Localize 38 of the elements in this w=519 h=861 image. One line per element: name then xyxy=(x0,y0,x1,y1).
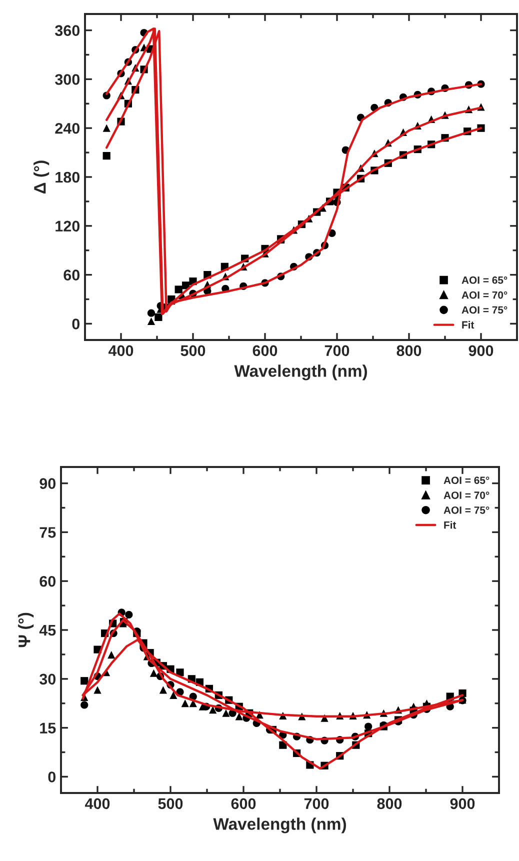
x-axis-title: Wavelength (nm) xyxy=(213,818,346,834)
y-axis-title: Ψ (°) xyxy=(18,612,34,648)
y-tick-label: 180 xyxy=(56,172,80,183)
x-tick-label: 400 xyxy=(108,345,134,356)
y-tick-label: 75 xyxy=(40,527,56,538)
y-tick-label: 300 xyxy=(55,74,80,85)
x-tick-label: 700 xyxy=(324,345,350,356)
x-tick-label: 800 xyxy=(396,345,422,356)
y-tick-label: 360 xyxy=(55,25,80,36)
x-tick-label: 500 xyxy=(158,798,183,810)
legend-label: AOI = 75° xyxy=(462,306,508,314)
legend-label: AOI = 70° xyxy=(444,492,490,499)
y-tick-label: 60 xyxy=(64,270,80,280)
y-tick-label: 30 xyxy=(40,674,56,685)
x-tick-label: 600 xyxy=(231,798,256,810)
y-tick-label: 90 xyxy=(40,478,56,489)
x-tick-label: 500 xyxy=(180,345,206,356)
x-axis-title: Wavelength (nm) xyxy=(234,364,367,380)
x-tick-label: 800 xyxy=(377,798,402,810)
x-tick-label: 400 xyxy=(84,798,110,810)
y-tick-label: 0 xyxy=(72,318,80,330)
y-axis-title: Δ (°) xyxy=(34,160,50,194)
legend-label: AOI = 70° xyxy=(462,291,508,299)
y-tick-label: 120 xyxy=(56,220,80,232)
x-tick-label: 900 xyxy=(468,345,494,356)
y-tick-label: 240 xyxy=(55,122,80,134)
legend-label: AOI = 65° xyxy=(462,276,508,284)
legend-label: AOI = 75° xyxy=(444,506,490,514)
y-tick-label: 45 xyxy=(39,625,56,636)
legend-label: Fit xyxy=(462,320,474,329)
x-tick-label: 900 xyxy=(450,798,475,810)
x-tick-label: 600 xyxy=(252,345,278,356)
y-tick-label: 60 xyxy=(40,576,56,587)
x-tick-label: 700 xyxy=(304,798,329,810)
legend-label: Fit xyxy=(444,521,456,529)
legend-label: AOI = 65° xyxy=(444,476,490,484)
y-tick-label: 0 xyxy=(48,772,56,782)
y-tick-label: 15 xyxy=(40,722,56,734)
